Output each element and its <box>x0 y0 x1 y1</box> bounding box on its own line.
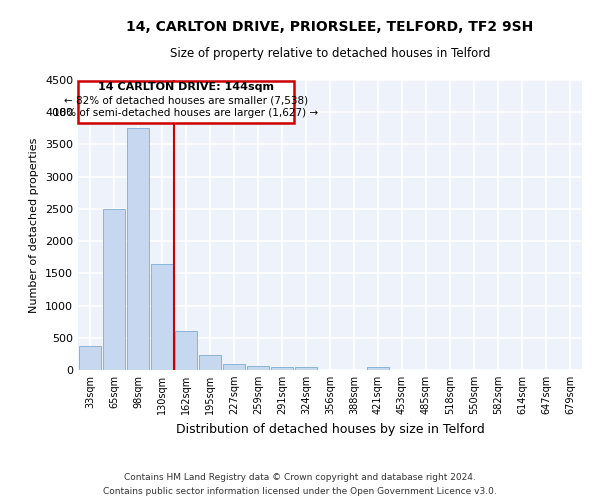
Bar <box>127 128 149 370</box>
Text: Contains public sector information licensed under the Open Government Licence v3: Contains public sector information licen… <box>103 488 497 496</box>
Text: Size of property relative to detached houses in Telford: Size of property relative to detached ho… <box>170 48 490 60</box>
Text: Contains HM Land Registry data © Crown copyright and database right 2024.: Contains HM Land Registry data © Crown c… <box>124 472 476 482</box>
X-axis label: Distribution of detached houses by size in Telford: Distribution of detached houses by size … <box>176 422 484 436</box>
Bar <box>103 209 125 370</box>
Bar <box>367 367 389 370</box>
Bar <box>271 367 293 370</box>
Bar <box>175 332 197 370</box>
Text: ← 82% of detached houses are smaller (7,538): ← 82% of detached houses are smaller (7,… <box>64 95 308 105</box>
Bar <box>295 368 317 370</box>
Bar <box>247 366 269 370</box>
Text: 14, CARLTON DRIVE, PRIORSLEE, TELFORD, TF2 9SH: 14, CARLTON DRIVE, PRIORSLEE, TELFORD, T… <box>127 20 533 34</box>
Text: 14 CARLTON DRIVE: 144sqm: 14 CARLTON DRIVE: 144sqm <box>98 82 274 92</box>
Bar <box>79 346 101 370</box>
FancyBboxPatch shape <box>78 80 293 123</box>
Bar <box>223 364 245 370</box>
Bar <box>199 354 221 370</box>
Text: 18% of semi-detached houses are larger (1,627) →: 18% of semi-detached houses are larger (… <box>53 108 319 118</box>
Y-axis label: Number of detached properties: Number of detached properties <box>29 138 40 312</box>
Bar <box>151 264 173 370</box>
